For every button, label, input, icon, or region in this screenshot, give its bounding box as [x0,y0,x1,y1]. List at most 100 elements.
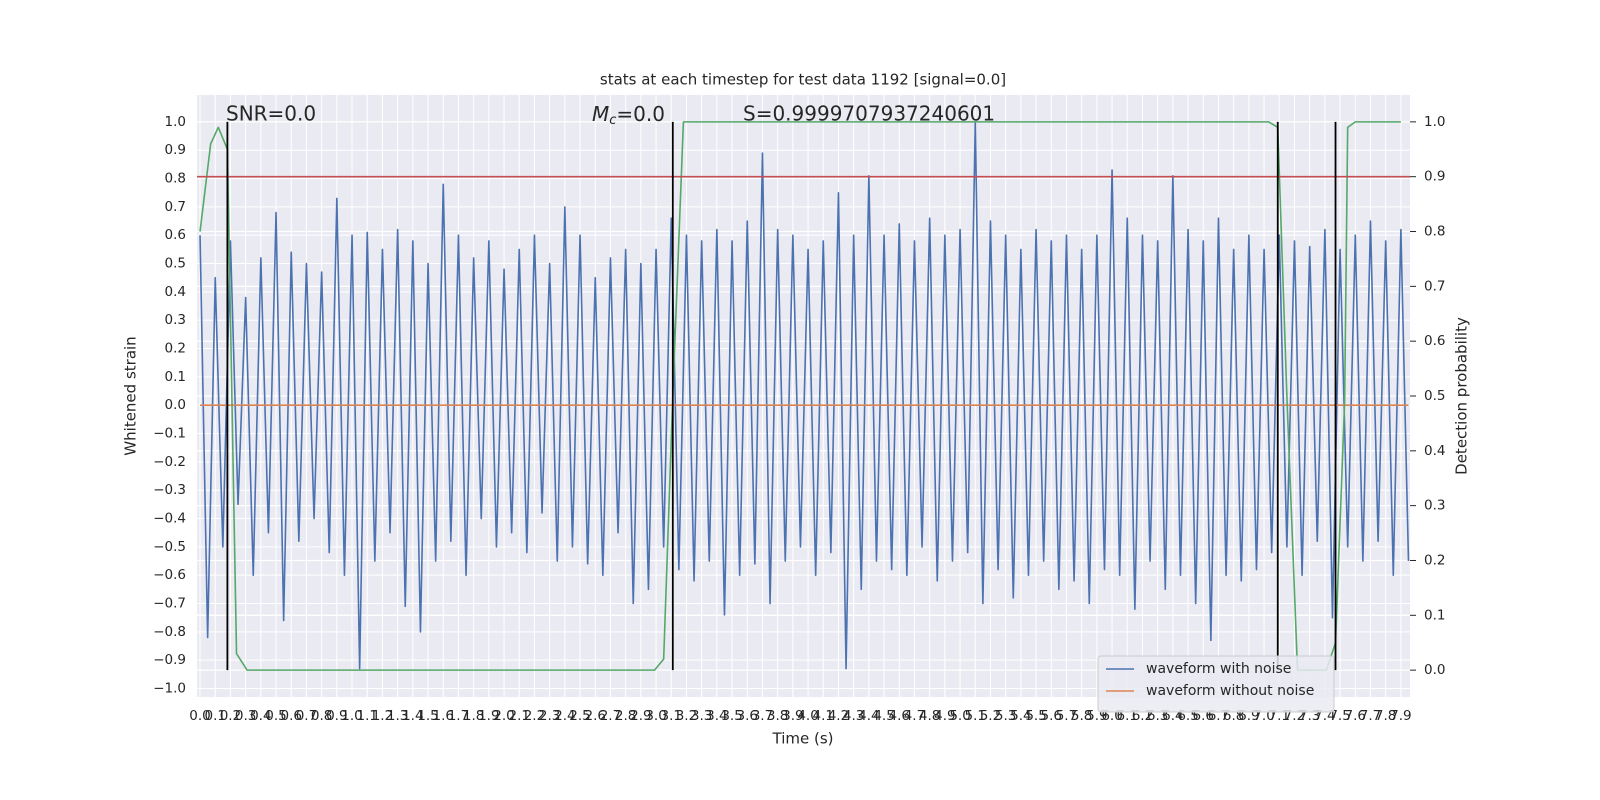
x-tick-label: 4.4 [858,708,879,724]
legend: waveform with noise waveform without nois… [1097,655,1335,713]
y-axis-label: Whitened strain [122,336,140,455]
x-tick-label: 1.9 [478,708,499,724]
y-tick-label: −0.7 [153,596,186,612]
x-tick-label: 1.4 [402,708,423,724]
y2-tick-label: 0.3 [1424,498,1445,514]
x-tick-label: 7.6 [1345,708,1366,724]
annotation: Mc=0.0 [592,102,665,128]
x-tick-label: 3.4 [706,708,727,724]
x-tick-label: 5.3 [995,708,1016,724]
x-tick-label: 4.0 [797,708,818,724]
y2-tick-label: 0.5 [1424,388,1445,404]
x-tick-label: 0.6 [281,708,302,724]
y2-tick-label: 0.9 [1424,169,1445,185]
y-tick-label: 0.6 [165,227,186,243]
grid [197,95,1410,697]
y2-tick-label: 1.0 [1424,114,1445,130]
x-tick-label: 4.9 [934,708,955,724]
labels: 0.00.10.20.30.40.50.60.70.80.91.01.11.21… [153,114,1445,724]
x-tick-label: 4.3 [843,708,864,724]
x-tick-label: 7.8 [1375,708,1396,724]
x-tick-label: 0.5 [265,708,286,724]
x-tick-label: 3.5 [721,708,742,724]
x-tick-label: 2.8 [615,708,636,724]
annotation: SNR=0.0 [226,102,316,126]
x-tick-label: 0.3 [235,708,256,724]
y2-tick-label: 0.2 [1424,552,1445,568]
x-tick-label: 4.7 [904,708,925,724]
y-tick-label: −0.5 [153,539,186,555]
y2-tick-label: 0.7 [1424,278,1445,294]
y-tick-label: −0.1 [153,426,186,442]
x-tick-label: 2.2 [524,708,545,724]
x-tick-label: 2.3 [539,708,560,724]
x-tick-label: 0.4 [250,708,271,724]
x-tick-label: 2.0 [493,708,514,724]
marks [197,121,1410,671]
x-tick-label: 1.2 [372,708,393,724]
y-tick-label: 0.0 [165,397,186,413]
annotation: S=0.9999707937240601 [743,102,995,126]
x-tick-label: 2.5 [569,708,590,724]
x-tick-label: 1.6 [433,708,454,724]
x-tick-label: 5.8 [1071,708,1092,724]
x-tick-label: 0.7 [296,708,317,724]
series-line [199,121,1401,671]
y-tick-label: −0.3 [153,482,186,498]
x-tick-label: 4.6 [889,708,910,724]
y-tick-label: 1.0 [165,114,186,130]
x-tick-label: 0.1 [204,708,225,724]
y2-tick-label: 0.6 [1424,333,1445,349]
x-tick-label: 2.7 [600,708,621,724]
x-tick-label: 5.6 [1041,708,1062,724]
y-tick-label: 0.2 [165,341,186,357]
x-tick-label: 7.5 [1329,708,1350,724]
x-tick-label: 3.6 [737,708,758,724]
x-tick-label: 5.2 [980,708,1001,724]
y-tick-label: −0.8 [153,624,186,640]
x-tick-label: 1.3 [387,708,408,724]
legend-label: waveform with noise [1146,661,1291,677]
y-tick-label: 0.3 [165,312,186,328]
annotation-text: =0.0 [616,102,665,126]
y-tick-label: −1.0 [153,681,186,697]
x-tick-label: 2.6 [585,708,606,724]
x-tick-label: 0.0 [189,708,210,724]
y-tick-label: −0.2 [153,454,186,470]
y-tick-label: 0.5 [165,256,186,272]
x-tick-label: 7.7 [1360,708,1381,724]
x-tick-label: 0.9 [326,708,347,724]
y-tick-label: −0.6 [153,567,186,583]
x-tick-label: 3.7 [752,708,773,724]
y2-tick-label: 0.1 [1424,607,1445,623]
x-tick-label: 3.1 [661,708,682,724]
x-tick-label: 1.5 [417,708,438,724]
x-tick-label: 3.8 [767,708,788,724]
y2-tick-label: 0.0 [1424,662,1445,678]
x-axis-label: Time (s) [772,730,834,748]
x-tick-label: 1.1 [357,708,378,724]
x-tick-label: 1.8 [463,708,484,724]
x-tick-label: 4.2 [828,708,849,724]
y-tick-label: 0.9 [165,142,186,158]
x-tick-label: 7.9 [1390,708,1411,724]
x-tick-label: 2.4 [554,708,575,724]
x-tick-label: 2.1 [509,708,530,724]
x-tick-label: 4.5 [873,708,894,724]
x-tick-label: 1.7 [448,708,469,724]
y-tick-label: −0.4 [153,511,186,527]
annotation-symbol: M [592,102,609,126]
legend-box [1097,655,1335,713]
x-tick-label: 5.7 [1056,708,1077,724]
y-tick-label: 0.1 [165,369,186,385]
y2-tick-label: 0.4 [1424,443,1445,459]
y2-tick-label: 0.8 [1424,224,1445,240]
y-tick-label: 0.8 [165,171,186,187]
y-tick-label: −0.9 [153,652,186,668]
x-tick-label: 3.0 [645,708,666,724]
annotation-subscript: c [609,113,616,128]
x-tick-label: 4.8 [919,708,940,724]
x-tick-label: 3.9 [782,708,803,724]
x-tick-label: 5.4 [1010,708,1031,724]
